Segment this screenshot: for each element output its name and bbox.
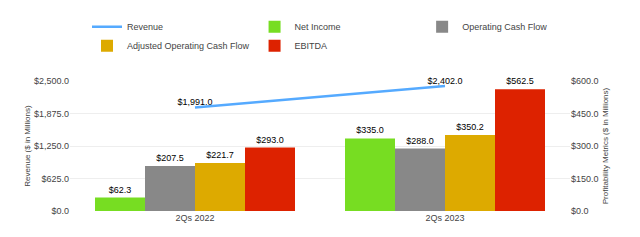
svg-text:$600.0: $600.0 xyxy=(571,76,599,86)
svg-text:$350.2: $350.2 xyxy=(456,122,484,132)
svg-text:Revenue: Revenue xyxy=(127,22,163,32)
svg-text:$288.0: $288.0 xyxy=(406,136,434,146)
svg-text:Net Income: Net Income xyxy=(295,22,341,32)
svg-text:$62.3: $62.3 xyxy=(109,185,132,195)
svg-text:$625.0: $625.0 xyxy=(41,174,69,184)
svg-text:$221.7: $221.7 xyxy=(206,150,234,160)
svg-text:$1,991.0: $1,991.0 xyxy=(177,97,212,107)
svg-text:$0.0: $0.0 xyxy=(571,206,589,216)
svg-text:Profitability Metrics ($ in Mi: Profitability Metrics ($ in Millions) xyxy=(601,87,610,204)
svg-text:$450.0: $450.0 xyxy=(571,109,599,119)
svg-text:$150.0: $150.0 xyxy=(571,174,599,184)
svg-text:$293.0: $293.0 xyxy=(256,135,284,145)
svg-text:2Qs 2022: 2Qs 2022 xyxy=(175,213,214,223)
svg-text:$562.5: $562.5 xyxy=(506,76,534,86)
svg-text:$207.5: $207.5 xyxy=(156,153,184,163)
svg-text:$2,500.0: $2,500.0 xyxy=(34,76,69,86)
svg-text:$1,250.0: $1,250.0 xyxy=(34,141,69,151)
svg-text:$2,402.0: $2,402.0 xyxy=(427,76,462,86)
svg-text:EBITDA: EBITDA xyxy=(295,41,328,51)
svg-text:$0.0: $0.0 xyxy=(51,206,69,216)
svg-text:2Qs 2023: 2Qs 2023 xyxy=(425,213,464,223)
svg-text:Revenue ($ in Millions): Revenue ($ in Millions) xyxy=(23,105,32,187)
svg-text:$300.0: $300.0 xyxy=(571,141,599,151)
svg-text:$335.0: $335.0 xyxy=(356,125,384,135)
svg-text:$1,875.0: $1,875.0 xyxy=(34,109,69,119)
svg-text:Operating Cash Flow: Operating Cash Flow xyxy=(462,22,547,32)
svg-text:Adjusted Operating Cash Flow: Adjusted Operating Cash Flow xyxy=(127,41,250,51)
